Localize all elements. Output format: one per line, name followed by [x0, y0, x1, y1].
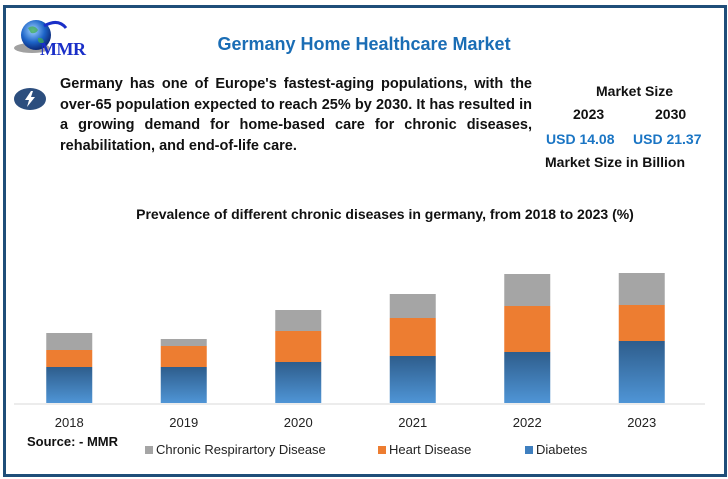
bar-diabetes-2019 [160, 367, 207, 403]
bar-respiratory-2022 [504, 274, 551, 306]
globe-icon [14, 20, 68, 53]
bar-heart-2021 [389, 318, 436, 356]
legend-swatch-diabetes [525, 445, 533, 454]
bar-diabetes-2018 [46, 367, 93, 403]
bar-heart-2019 [160, 346, 207, 367]
x-tick-label: 2018 [55, 415, 84, 430]
bar-respiratory-2019 [160, 339, 207, 346]
chart-title: Prevalence of different chronic diseases… [136, 206, 634, 222]
legend-label-heart: Heart Disease [389, 442, 472, 457]
x-tick-label: 2019 [169, 415, 198, 430]
bar-respiratory-2020 [275, 310, 322, 331]
lightning-bolt-icon [14, 88, 46, 110]
bar-diabetes-2022 [504, 352, 551, 403]
logo-text: MMR [40, 39, 86, 59]
bar-diabetes-2021 [389, 356, 436, 403]
market-size-year-start: 2023 [573, 106, 605, 122]
legend-item-respiratory: Chronic Respirartory Disease [145, 442, 326, 457]
bar-heart-2018 [46, 350, 93, 367]
market-size-value-end: USD 21.37 [633, 131, 702, 147]
bar-heart-2020 [275, 331, 322, 362]
description-text: Germany has one of Europe's fastest-agin… [60, 76, 532, 154]
x-tick-label: 2023 [627, 415, 656, 430]
market-size-value-start: USD 14.08 [546, 131, 615, 147]
bar-heart-2022 [504, 306, 551, 352]
x-tick-label: 2022 [513, 415, 542, 430]
market-size-title: Market Size [596, 83, 674, 99]
bar-respiratory-2021 [389, 294, 436, 318]
bar-respiratory-2023 [618, 273, 665, 305]
market-size-year-end: 2030 [655, 106, 687, 122]
bar-diabetes-2023 [618, 341, 665, 403]
legend-label-diabetes: Diabetes [536, 442, 588, 457]
legend-item-diabetes: Diabetes [525, 442, 587, 457]
market-size-footnote: Market Size in Billion [545, 154, 686, 170]
infographic-frame [3, 5, 727, 477]
legend-swatch-respiratory [145, 445, 153, 454]
bar-respiratory-2018 [46, 333, 93, 350]
legend-label-respiratory: Chronic Respirartory Disease [156, 442, 326, 457]
bar-heart-2023 [618, 305, 665, 341]
legend-item-heart: Heart Disease [378, 442, 471, 457]
bar-diabetes-2020 [275, 362, 322, 403]
x-tick-label: 2021 [398, 415, 427, 430]
source-label: Source: - MMR [27, 434, 118, 449]
legend-swatch-heart [378, 445, 386, 454]
x-tick-label: 2020 [284, 415, 313, 430]
page-title: Germany Home Healthcare Market [217, 34, 511, 54]
mmr-logo: MMR [10, 12, 110, 62]
